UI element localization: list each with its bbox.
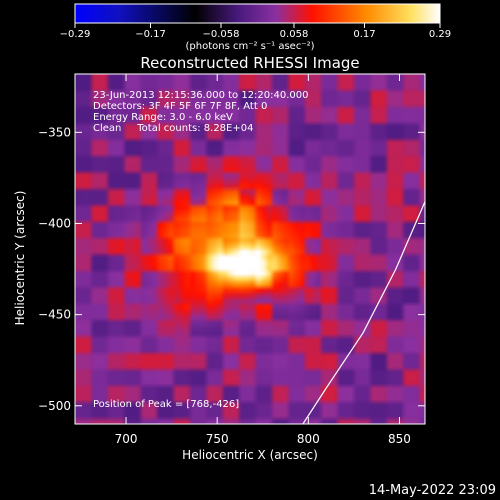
y-tick-label: −400 xyxy=(38,216,71,230)
colorbar-tick-label: −0.058 xyxy=(202,29,239,40)
colorbar xyxy=(74,3,441,24)
solar-limb-line xyxy=(302,201,425,424)
heatmap-image xyxy=(75,74,425,424)
colorbar-label: (photons cm⁻² s⁻¹ asec⁻²) xyxy=(185,41,314,52)
chart-title: Reconstructed RHESSI Image xyxy=(140,54,359,72)
colorbar-tick-label: −0.17 xyxy=(135,29,166,40)
footer-timestamp: 14-May-2022 23:09 xyxy=(369,483,496,498)
x-tick-label: 850 xyxy=(388,432,411,446)
y-tick-label: −500 xyxy=(38,399,71,413)
x-tick-label: 800 xyxy=(297,432,320,446)
colorbar-tick-label: −0.29 xyxy=(60,29,91,40)
x-axis-label: Heliocentric X (arcsec) xyxy=(182,448,318,462)
time-range-annotation: 23-Jun-2013 12:15:36.000 to 12:20:40.000 xyxy=(93,90,309,101)
energy-range-annotation: Energy Range: 3.0 - 6.0 keV xyxy=(93,112,233,123)
x-tick-label: 700 xyxy=(115,432,138,446)
axis-ticks: 700 750 800 850 −350 −400 −450 −500 xyxy=(38,74,425,446)
x-tick-label: 750 xyxy=(206,432,229,446)
colorbar-tick-label: 0.17 xyxy=(353,29,375,40)
plot-frame xyxy=(74,73,426,425)
colorbar-tick-label: 0.058 xyxy=(280,29,309,40)
detectors-annotation: Detectors: 3F 4F 5F 6F 7F 8F, Att 0 xyxy=(93,101,267,112)
colorbar-tick-label: 0.29 xyxy=(429,29,451,40)
y-tick-label: −350 xyxy=(38,125,71,139)
clean-counts-annotation: Clean Total counts: 8.28E+04 xyxy=(93,123,253,134)
colorbar-ticks: −0.29 −0.17 −0.058 0.058 0.17 0.29 xyxy=(60,23,451,40)
peak-position-annotation: Position of Peak = [768,-426] xyxy=(93,399,239,410)
y-tick-label: −450 xyxy=(38,308,71,322)
y-axis-label: Heliocentric Y (arcsec) xyxy=(13,191,27,326)
heatmap-raster xyxy=(75,74,425,424)
